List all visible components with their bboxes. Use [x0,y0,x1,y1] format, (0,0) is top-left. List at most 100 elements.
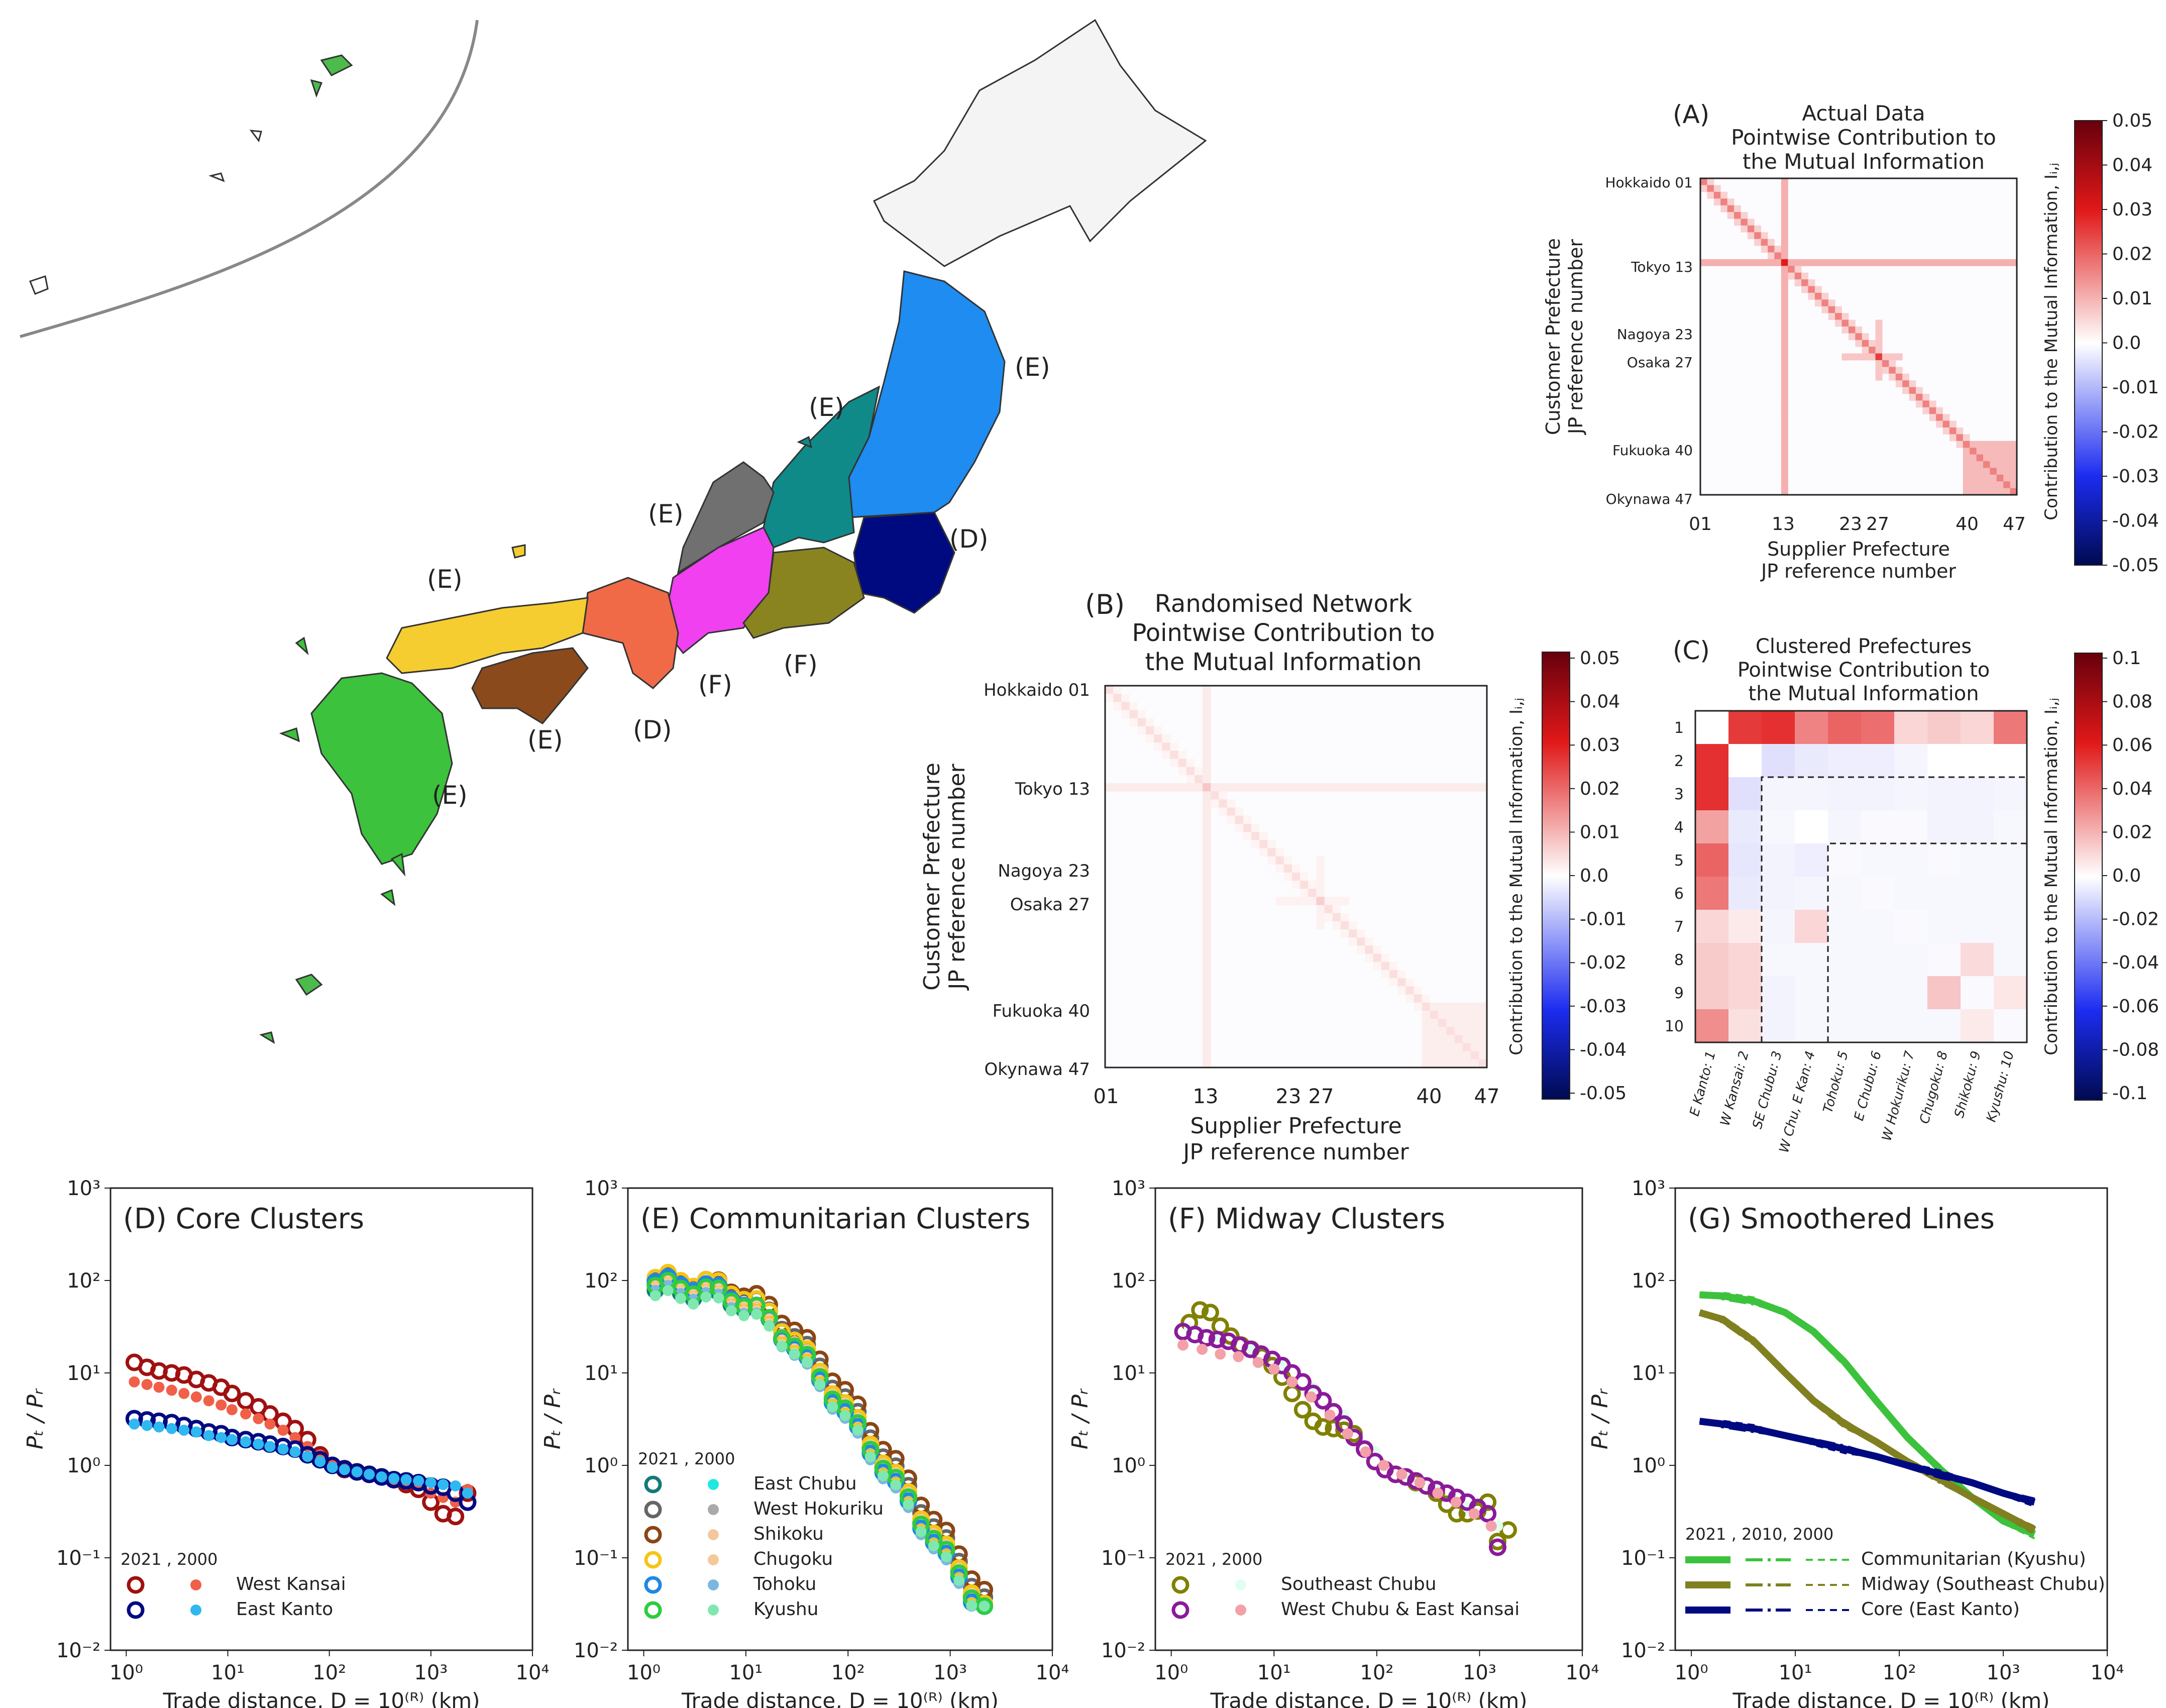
heatmap-cell [1707,185,1714,192]
x-tick-label: 10⁰ [110,1661,143,1684]
heatmap-cell [1842,313,1849,320]
data-point-filled [351,1466,363,1477]
cluster-heat-cell [1927,1009,1961,1042]
cluster-heat-cell [1728,777,1762,810]
heatmap-cell [1781,272,1788,280]
heatmap-cell [1895,373,1903,381]
heatmap-cell [1835,259,1842,266]
heatmap-cell [1478,1027,1487,1035]
y-tick-label: 10⁰ [1112,1454,1145,1477]
panel-a-xtick: 13 [1772,514,1795,535]
heatmap-cell [1922,407,1930,414]
heatmap-cell [1332,905,1341,914]
heatmap-cell [1203,962,1211,971]
heatmap-cell [1121,783,1130,792]
legend-label: Shikoku [753,1524,824,1544]
legend-marker-open [127,1601,145,1619]
cluster-heat-cell [1927,744,1961,777]
island-goto [279,727,300,742]
cluster-heat-cell [1762,744,1795,777]
heatmap-cell [1707,191,1714,199]
heatmap-cell [1316,905,1325,914]
cluster-heat-cell [1961,777,1994,810]
x-tick-label: 10¹ [729,1661,763,1684]
heatmap-cell [1970,481,1977,489]
heatmap-cell [1915,387,1923,394]
heatmap-cell [1727,205,1735,212]
cbar-tick-label: 0.02 [1580,779,1620,799]
cluster-heat-cell [1927,943,1961,976]
heatmap-cell [1137,718,1146,727]
heatmap-cell [1203,823,1211,832]
heatmap-cell [1781,252,1788,260]
cluster-heat-cell [1894,943,1927,976]
heatmap-cell [1470,1035,1479,1043]
heatmap-cell [1895,367,1903,374]
heatmap-cell [1862,347,1869,354]
legend-label: West Kansai [236,1574,346,1594]
heatmap-cell [1203,742,1211,751]
panel-c-xtick: Kyushu: 10 [1984,1049,2017,1124]
legend-label: Chugoku [753,1549,833,1569]
heatmap-cell [1882,367,1889,374]
cluster-heat-cell [1961,810,1994,843]
heatmap-cell [1781,232,1788,240]
heatmap-cell [1781,461,1788,468]
cbar-tick-label: 0.02 [2112,822,2152,842]
heatmap-cell [1462,1051,1471,1060]
heatmap-cell [1909,259,1916,266]
data-point-open [223,1384,241,1403]
legend-marker-open [644,1576,662,1594]
map-label-chugoku-e: (E) [427,565,463,594]
legend-header: 2021 , 2000 [638,1449,735,1468]
cbar-tick-label: 0.05 [1580,648,1620,669]
cluster-heat-cell [1861,744,1894,777]
panel-c: (C) Clustered Prefectures Pointwise Cont… [1665,635,2159,1154]
panel-a-ytick: Nagoya 23 [1617,326,1693,343]
heatmap-cell [1808,292,1815,300]
heatmap-cell [1949,427,1957,435]
heatmap-cell [1267,783,1276,792]
heatmap-cell [1243,783,1252,792]
panel-c-cbar-ticks: 0.1 0.08 0.06 0.04 0.02 0.0 -0.02 -0.04 -0.06 -0.… [2102,648,2159,1104]
heatmap-cell [1145,718,1154,727]
heatmap-cell [1835,306,1842,313]
heatmap-cell [1203,832,1211,840]
data-point-filled [240,1436,252,1448]
legend-marker-open [644,1475,662,1493]
cluster-heat-cell [1894,810,1927,843]
heatmap-cell [1869,353,1876,361]
panel-b-ylabel-1: Customer Prefecture [919,763,945,991]
cluster-heat-cell [1695,843,1728,877]
heatmap-cell [1422,783,1431,792]
data-point-filled [776,1340,788,1352]
panel-a-title-3: the Mutual Information [1743,149,1985,174]
heatmap-cell [1211,799,1219,808]
heatmap-cell [1990,474,1997,482]
heatmap-cell [1389,962,1398,971]
panel-b-cbar-label: Contribution to the Mutual Information, … [1506,698,1527,1055]
heatmap-cell [1801,272,1808,280]
heatmap-cell [1203,783,1211,792]
cluster-heat-cell [1795,910,1828,943]
legend-label: East Kanto [236,1599,333,1620]
okinawa-islets [29,130,262,295]
heatmap-cell [1438,1043,1447,1052]
heatmap-cell [1129,710,1138,719]
heatmap-cell [1781,205,1788,212]
heatmap-cell [1875,340,1883,347]
heatmap-cell [1203,970,1211,979]
heatmap-cell [1203,1010,1211,1019]
heatmap-cell [1454,1043,1463,1052]
data-point-filled [400,1474,412,1485]
x-tick-label: 10⁰ [1675,1661,1708,1684]
heatmap-cell [1814,286,1822,293]
heatmap-cell [1781,212,1788,219]
cluster-heat-cell [1795,976,1828,1009]
data-point-open [811,1362,829,1380]
heatmap-cell [1178,751,1187,760]
heatmap-cell [1430,1018,1439,1027]
heatmap-cell [1251,832,1260,840]
heatmap-cell [1446,1043,1455,1052]
data-point-filled [376,1471,387,1482]
